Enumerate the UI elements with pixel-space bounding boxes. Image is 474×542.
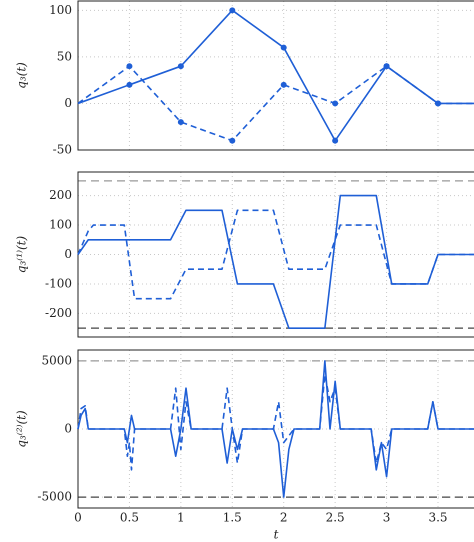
x-tick-label: 1 — [177, 511, 185, 525]
y-tick-label: -100 — [45, 276, 72, 290]
y-axis-label: q₃⁽²⁾(t) — [15, 410, 29, 448]
axes-frame — [77, 0, 474, 151]
y-axis-label: q₃⁽¹⁾(t) — [15, 235, 29, 273]
waypoint-marker — [383, 63, 390, 70]
x-tick-label: 1.5 — [223, 511, 242, 525]
x-tick-label: 2.5 — [326, 511, 345, 525]
waypoint-marker — [229, 7, 236, 14]
waypoint-marker — [229, 137, 236, 144]
y-tick-label: 0 — [64, 96, 72, 110]
x-tick-label: 0.5 — [120, 511, 139, 525]
waypoint-marker — [435, 100, 441, 107]
x-tick-label: 2 — [280, 511, 288, 525]
series-line — [77, 209, 474, 300]
waypoint-marker — [332, 100, 339, 107]
waypoint-marker — [177, 63, 184, 70]
waypoint-marker — [177, 119, 184, 126]
y-axis-label: q₃(t) — [15, 62, 29, 89]
waypoint-marker — [332, 137, 339, 144]
y-tick-label: 5000 — [41, 353, 72, 367]
x-tick-label: 0 — [74, 511, 82, 525]
series-line — [77, 373, 474, 471]
x-tick-label: 3.5 — [428, 511, 447, 525]
series-line — [77, 194, 474, 329]
y-tick-label: -5000 — [37, 490, 72, 504]
waypoint-marker — [126, 81, 133, 88]
y-tick-label: -50 — [53, 143, 72, 157]
y-tick-label: 0 — [64, 422, 72, 436]
y-tick-label: 50 — [57, 49, 72, 63]
y-tick-label: 100 — [49, 3, 72, 17]
waypoint-marker — [280, 81, 287, 88]
x-tick-label: 3 — [383, 511, 391, 525]
waypoint-marker — [280, 44, 287, 51]
y-tick-label: 0 — [64, 247, 72, 261]
y-tick-label: 100 — [49, 218, 72, 232]
y-tick-label: -200 — [45, 306, 72, 320]
y-tick-label: 200 — [49, 188, 72, 202]
waypoint-marker — [126, 63, 133, 70]
x-axis-label: t — [274, 528, 279, 542]
